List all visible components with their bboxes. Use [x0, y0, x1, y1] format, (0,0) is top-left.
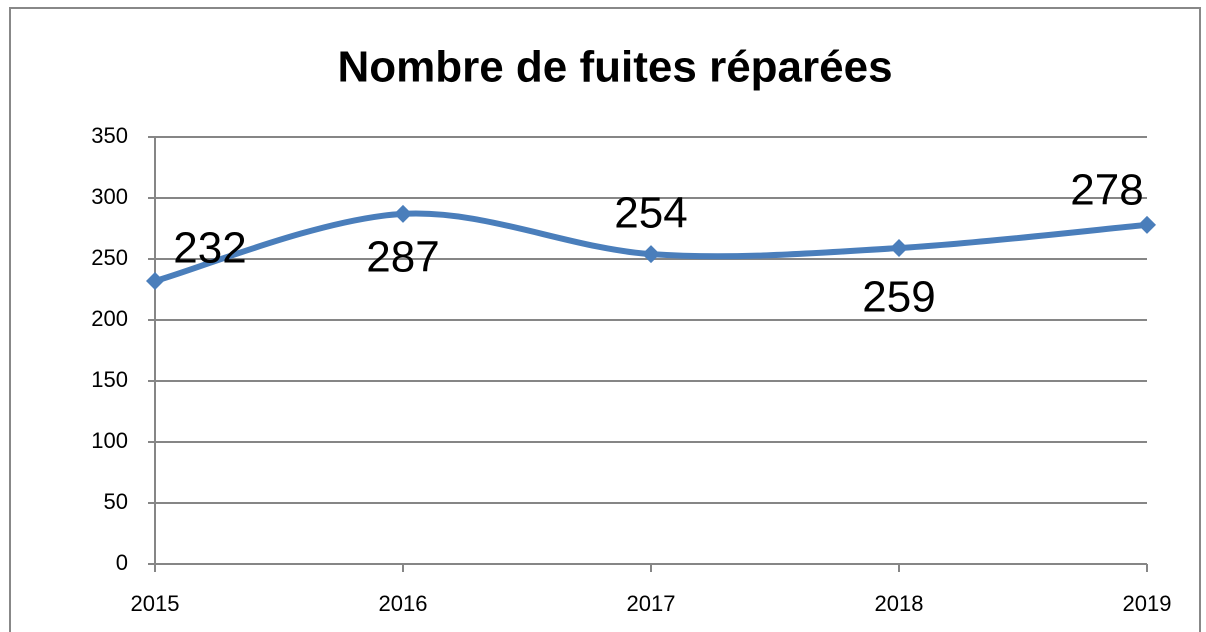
x-tick-label: 2015 — [131, 591, 180, 616]
x-tick-label: 2017 — [627, 591, 676, 616]
x-tick-label: 2016 — [379, 591, 428, 616]
y-tick-label: 200 — [91, 306, 128, 331]
y-tick-label: 100 — [91, 428, 128, 453]
data-label: 287 — [366, 232, 439, 281]
y-tick-label: 250 — [91, 245, 128, 270]
data-label: 254 — [614, 189, 687, 238]
marker — [394, 204, 412, 223]
x-tick-label: 2019 — [1123, 591, 1172, 616]
y-tick-label: 150 — [91, 367, 128, 392]
y-tick-label: 350 — [91, 123, 128, 148]
data-label: 278 — [1070, 165, 1143, 214]
x-tick-label: 2018 — [875, 591, 924, 616]
y-tick-label: 0 — [116, 550, 128, 575]
data-label: 232 — [173, 224, 246, 273]
marker — [890, 239, 908, 258]
marker — [1138, 215, 1156, 234]
y-tick-label: 50 — [104, 489, 128, 514]
data-label: 259 — [862, 273, 935, 322]
y-tick-label: 300 — [91, 184, 128, 209]
chart-title: Nombre de fuites réparées — [337, 43, 892, 92]
marker — [146, 271, 164, 290]
marker — [642, 245, 660, 264]
